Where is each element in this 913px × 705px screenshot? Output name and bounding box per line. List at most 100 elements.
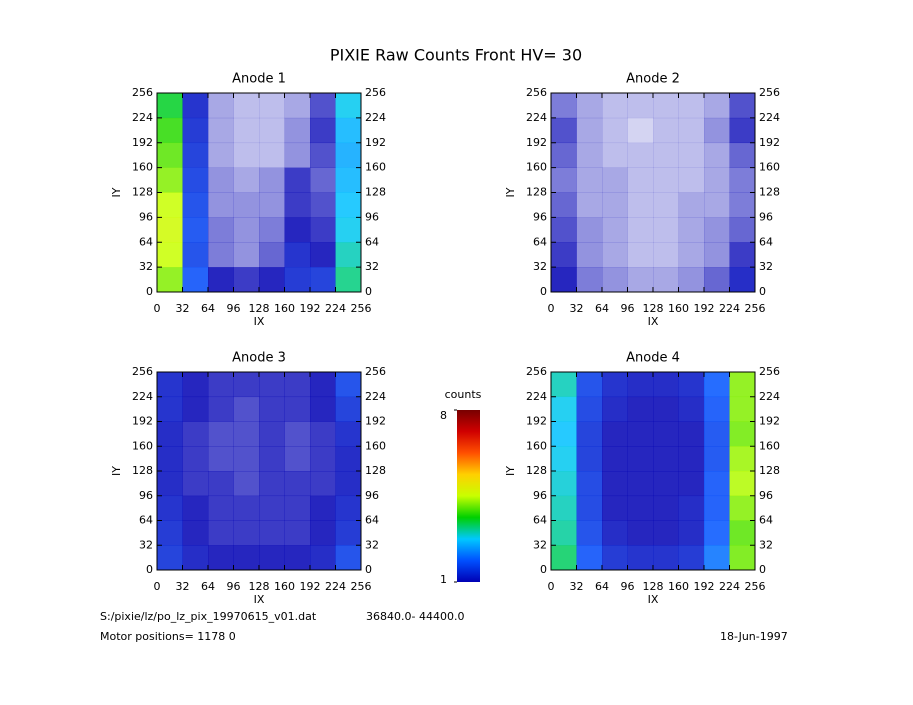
y-tick-label-right: 128 [365,464,386,477]
heat-cell [729,93,756,119]
heat-cell [576,167,603,193]
y-tick-label-right: 96 [365,210,379,223]
heat-cell [602,446,628,472]
heat-cell [602,217,628,243]
heat-cell [653,446,679,472]
heat-cell [602,520,628,546]
heat-cell [653,242,679,268]
x-tick-label: 256 [745,580,766,593]
heat-cell [208,267,234,293]
heat-cell [259,421,285,447]
heat-cell [627,242,654,268]
heat-cell [602,421,628,447]
heat-cell [551,372,577,398]
heat-cell [627,396,654,422]
x-tick-label: 64 [595,302,609,315]
y-tick-label: 96 [139,489,153,502]
heat-cell [653,192,679,218]
heat-cell [284,167,311,193]
heat-cell [653,545,679,571]
heat-cell [310,117,336,144]
heat-cell [310,372,336,398]
heat-cell [157,396,183,422]
x-axis-label: IX [648,315,659,328]
heat-cell [284,396,311,422]
y-tick-label: 256 [526,86,547,99]
heat-cell [182,471,209,497]
y-tick-label-right: 32 [365,260,379,273]
heat-cell [335,242,362,268]
heat-cell [678,242,705,268]
x-tick-label: 32 [570,302,584,315]
y-tick-label: 128 [132,464,153,477]
heat-cell [182,93,209,119]
heat-cell [208,93,234,119]
chart-title: PIXIE Raw Counts Front HV= 30 [330,46,582,65]
heat-cell [157,372,183,398]
heat-cell [208,372,234,398]
heat-cell [704,142,730,168]
x-tick-label: 0 [548,580,555,593]
heat-cell [259,117,285,144]
heat-cell [157,242,183,268]
y-tick-label: 256 [132,86,153,99]
heat-cell [157,142,183,168]
heat-cell [157,520,183,546]
heat-cell [653,495,679,521]
heat-cell [259,242,285,268]
heat-cell [284,545,311,571]
colorbar-tick-label: 1 [440,573,447,586]
heat-cell [551,495,577,521]
heat-cell [602,545,628,571]
heat-cell [678,93,705,119]
heat-cell [157,446,183,472]
heat-cell [704,421,730,447]
heat-cell [729,267,756,293]
heat-cell [729,242,756,268]
x-tick-label: 224 [719,580,740,593]
heat-cell [157,545,183,571]
x-tick-label: 32 [570,580,584,593]
heat-cell [157,421,183,447]
x-tick-label: 224 [325,580,346,593]
y-tick-label: 160 [132,439,153,452]
heat-cell [284,267,311,293]
heat-cell [335,446,362,472]
heat-cell [157,167,183,193]
heat-cell [704,267,730,293]
heat-cell [627,167,654,193]
heat-cell [576,93,603,119]
x-tick-label: 128 [249,302,270,315]
x-axis-label: IX [254,315,265,328]
heat-cell [233,471,260,497]
heat-cell [310,242,336,268]
heat-cell [653,471,679,497]
heat-cell [182,192,209,218]
y-tick-label: 224 [526,111,547,124]
heat-cell [284,192,311,218]
heat-cell [259,495,285,521]
heat-cell [602,117,628,144]
heat-cell [208,545,234,571]
heat-cell [729,495,756,521]
heat-cell [182,446,209,472]
y-tick-label: 160 [526,439,547,452]
y-tick-label: 32 [533,260,547,273]
heat-cell [729,471,756,497]
heat-cell [335,192,362,218]
x-tick-label: 64 [595,580,609,593]
y-tick-label-right: 192 [759,136,780,149]
heat-cell [704,396,730,422]
x-tick-label: 192 [300,580,321,593]
x-tick-label: 0 [154,580,161,593]
x-tick-label: 32 [176,580,190,593]
heat-cell [335,396,362,422]
x-tick-label: 160 [274,580,295,593]
y-tick-label-right: 192 [365,136,386,149]
heat-cell [576,545,603,571]
heat-cell [208,520,234,546]
heat-cell [653,396,679,422]
heat-cell [335,267,362,293]
heat-cell [233,167,260,193]
heat-cell [157,117,183,144]
